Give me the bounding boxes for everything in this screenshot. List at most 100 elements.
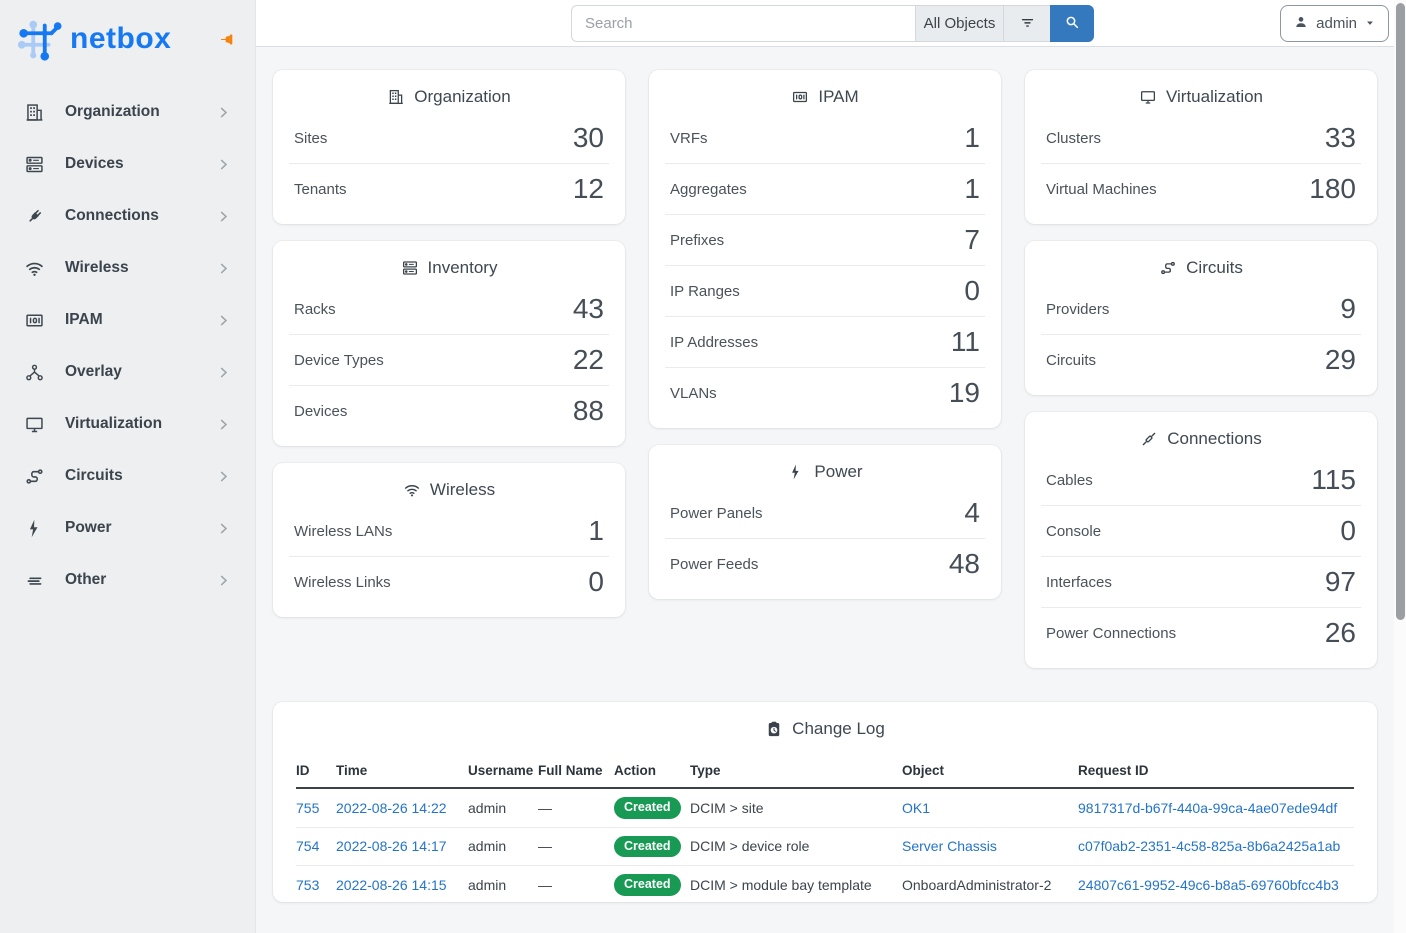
stat-value-power-connections[interactable]: 26 (1324, 617, 1356, 648)
stat-row: IP Addresses 11 (665, 316, 985, 367)
stat-link-wireless-lans[interactable]: Wireless LANs (294, 522, 393, 540)
search-scope-button[interactable]: All Objects (915, 5, 1004, 42)
pin-sidebar-icon[interactable] (220, 31, 237, 48)
stat-link-vrfs[interactable]: VRFs (670, 129, 708, 147)
stat-link-interfaces[interactable]: Interfaces (1046, 573, 1112, 591)
stat-value-devices[interactable]: 88 (572, 395, 604, 426)
column-header-username: Username (468, 755, 538, 789)
stat-link-device-types[interactable]: Device Types (294, 351, 384, 369)
stat-link-vlans[interactable]: VLANs (670, 384, 717, 402)
route-icon (24, 466, 45, 487)
column-1: Organization Sites 30 Tenants 12 Invento… (273, 70, 625, 668)
changelog-full-name: — (538, 838, 552, 855)
card-virtualization: Virtualization Clusters 33 Virtual Machi… (1025, 70, 1377, 224)
changelog-time-link[interactable]: 2022-08-26 14:17 (336, 838, 447, 855)
stat-link-power-panels[interactable]: Power Panels (670, 504, 763, 522)
stat-value-virtual-machines[interactable]: 180 (1309, 173, 1356, 204)
stat-link-cables[interactable]: Cables (1046, 471, 1093, 489)
changelog-object-text: OnboardAdministrator-2 (902, 876, 1052, 893)
stat-link-console[interactable]: Console (1046, 522, 1102, 540)
stat-value-racks[interactable]: 43 (572, 293, 604, 324)
graph-icon (24, 362, 45, 383)
search-button[interactable] (1050, 5, 1094, 42)
bolt-icon (787, 463, 805, 481)
netbox-logo-text[interactable]: netbox (70, 22, 172, 55)
stat-value-vlans[interactable]: 19 (948, 377, 980, 408)
stat-link-clusters[interactable]: Clusters (1046, 129, 1102, 147)
sidebar-item-organization[interactable]: Organization (0, 86, 255, 138)
sidebar-item-wireless[interactable]: Wireless (0, 242, 255, 294)
stat-link-providers[interactable]: Providers (1046, 300, 1110, 318)
column-header-time: Time (336, 755, 468, 789)
scrollbar-thumb[interactable] (1396, 3, 1405, 620)
sidebar-item-label: Connections (65, 207, 159, 224)
stat-value-console[interactable]: 0 (1340, 515, 1356, 546)
user-menu-button[interactable]: admin (1280, 5, 1389, 42)
stat-value-power-panels[interactable]: 4 (964, 497, 980, 528)
stat-value-clusters[interactable]: 33 (1324, 122, 1356, 153)
stat-value-aggregates[interactable]: 1 (964, 173, 980, 204)
changelog-request-id-link[interactable]: 9817317d-b67f-440a-99ca-4ae07ede94df (1078, 799, 1338, 816)
changelog-request-id-link[interactable]: 24807c61-9952-49c6-b8a5-69760bfcc4b3 (1078, 876, 1339, 893)
sidebar-item-label: Virtualization (65, 415, 163, 432)
sidebar-item-circuits[interactable]: Circuits (0, 450, 255, 502)
stat-link-racks[interactable]: Racks (294, 300, 336, 318)
route-icon (1159, 259, 1177, 277)
sidebar-item-virtualization[interactable]: Virtualization (0, 398, 255, 450)
stat-link-power-feeds[interactable]: Power Feeds (670, 555, 759, 573)
stat-link-virtual-machines[interactable]: Virtual Machines (1046, 180, 1157, 198)
stat-value-prefixes[interactable]: 7 (964, 224, 980, 255)
stat-value-wireless-links[interactable]: 0 (588, 566, 604, 597)
stat-link-power-connections[interactable]: Power Connections (1046, 624, 1177, 642)
netbox-logo-icon[interactable] (16, 16, 62, 62)
card-organization: Organization Sites 30 Tenants 12 (273, 70, 625, 224)
stat-link-ip-addresses[interactable]: IP Addresses (670, 333, 759, 351)
stat-value-interfaces[interactable]: 97 (1324, 566, 1356, 597)
sidebar-item-overlay[interactable]: Overlay (0, 346, 255, 398)
chevron-right-icon (216, 365, 231, 380)
stat-value-device-types[interactable]: 22 (572, 344, 604, 375)
stat-value-ip-addresses[interactable]: 11 (950, 326, 980, 357)
changelog-id-link[interactable]: 753 (296, 876, 320, 893)
stat-row: Devices 88 (289, 385, 609, 436)
stat-card-grid: Organization Sites 30 Tenants 12 Invento… (273, 70, 1377, 668)
stat-link-circuits[interactable]: Circuits (1046, 351, 1097, 369)
changelog-row: 754 2022-08-26 14:17 admin — Created DCI… (296, 827, 1354, 866)
filter-button[interactable] (1003, 5, 1051, 42)
sidebar-item-ipam[interactable]: IPAM (0, 294, 255, 346)
sidebar-item-connections[interactable]: Connections (0, 190, 255, 242)
stat-link-ip-ranges[interactable]: IP Ranges (670, 282, 740, 300)
stat-link-devices[interactable]: Devices (294, 402, 348, 420)
changelog-time-link[interactable]: 2022-08-26 14:15 (336, 876, 447, 893)
stat-row: Aggregates 1 (665, 163, 985, 214)
stat-value-wireless-lans[interactable]: 1 (588, 515, 604, 546)
changelog-object-link[interactable]: OK1 (902, 799, 931, 816)
stat-link-sites[interactable]: Sites (294, 129, 328, 147)
stat-link-wireless-links[interactable]: Wireless Links (294, 573, 391, 591)
stat-value-vrfs[interactable]: 1 (964, 122, 980, 153)
stat-value-sites[interactable]: 30 (572, 122, 604, 153)
sidebar-item-devices[interactable]: Devices (0, 138, 255, 190)
stat-link-tenants[interactable]: Tenants (294, 180, 347, 198)
changelog-id-link[interactable]: 755 (296, 799, 320, 816)
sidebar-item-other[interactable]: Other (0, 554, 255, 606)
stat-value-tenants[interactable]: 12 (572, 173, 604, 204)
stat-value-providers[interactable]: 9 (1340, 293, 1356, 324)
sidebar-item-power[interactable]: Power (0, 502, 255, 554)
changelog-request-id-link[interactable]: c07f0ab2-2351-4c58-825a-8b6a2425a1ab (1078, 838, 1341, 855)
stat-value-ip-ranges[interactable]: 0 (964, 275, 980, 306)
chevron-right-icon (216, 573, 231, 588)
stat-value-power-feeds[interactable]: 48 (948, 548, 980, 579)
counter-icon (24, 310, 45, 331)
stat-link-aggregates[interactable]: Aggregates (670, 180, 747, 198)
stat-value-circuits[interactable]: 29 (1324, 344, 1356, 375)
wifi-icon (403, 481, 421, 499)
changelog-id-link[interactable]: 754 (296, 838, 320, 855)
scrollbar[interactable] (1394, 0, 1406, 933)
changelog-time-link[interactable]: 2022-08-26 14:22 (336, 799, 447, 816)
stat-value-cables[interactable]: 115 (1311, 464, 1356, 495)
stat-link-prefixes[interactable]: Prefixes (670, 231, 725, 249)
search-input[interactable] (571, 5, 916, 42)
stat-row: Power Panels 4 (665, 488, 985, 538)
changelog-object-link[interactable]: Server Chassis (902, 838, 997, 855)
